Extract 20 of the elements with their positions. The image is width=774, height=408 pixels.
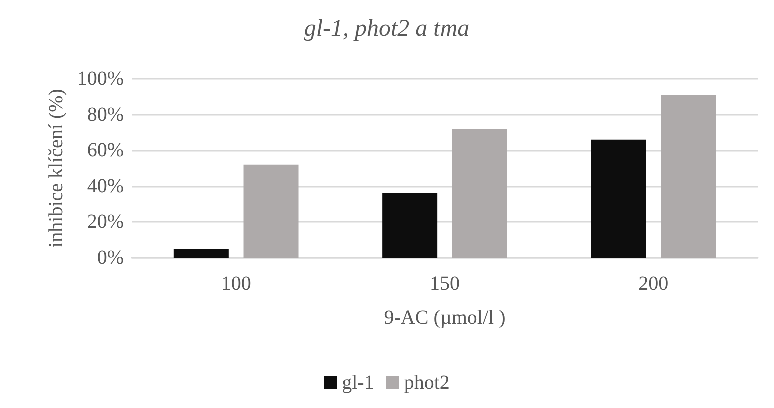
x-tick-label: 150 <box>430 273 460 295</box>
x-tick-label: 100 <box>221 273 252 295</box>
y-tick-label: 0% <box>97 247 124 269</box>
bar <box>244 164 299 258</box>
bar <box>452 129 508 258</box>
y-tick-label: 80% <box>87 104 124 126</box>
x-axis-title: 9-AC (µmol/l ) <box>384 307 506 329</box>
chart-title: gl-1, phot2 a tma <box>304 16 470 42</box>
bar <box>591 140 646 258</box>
y-axis-title: inhibice klíčení (%) <box>45 89 68 248</box>
bar <box>661 95 716 258</box>
x-tick-label: 200 <box>638 273 669 295</box>
bar <box>174 249 229 258</box>
y-tick-label: 100% <box>77 68 124 90</box>
bar <box>382 194 438 258</box>
legend-label: phot2 <box>404 372 450 394</box>
y-tick-label: 60% <box>87 140 124 162</box>
legend-label: gl-1 <box>342 372 374 394</box>
y-tick-label: 40% <box>87 175 124 198</box>
y-tick-label: 20% <box>87 211 124 234</box>
